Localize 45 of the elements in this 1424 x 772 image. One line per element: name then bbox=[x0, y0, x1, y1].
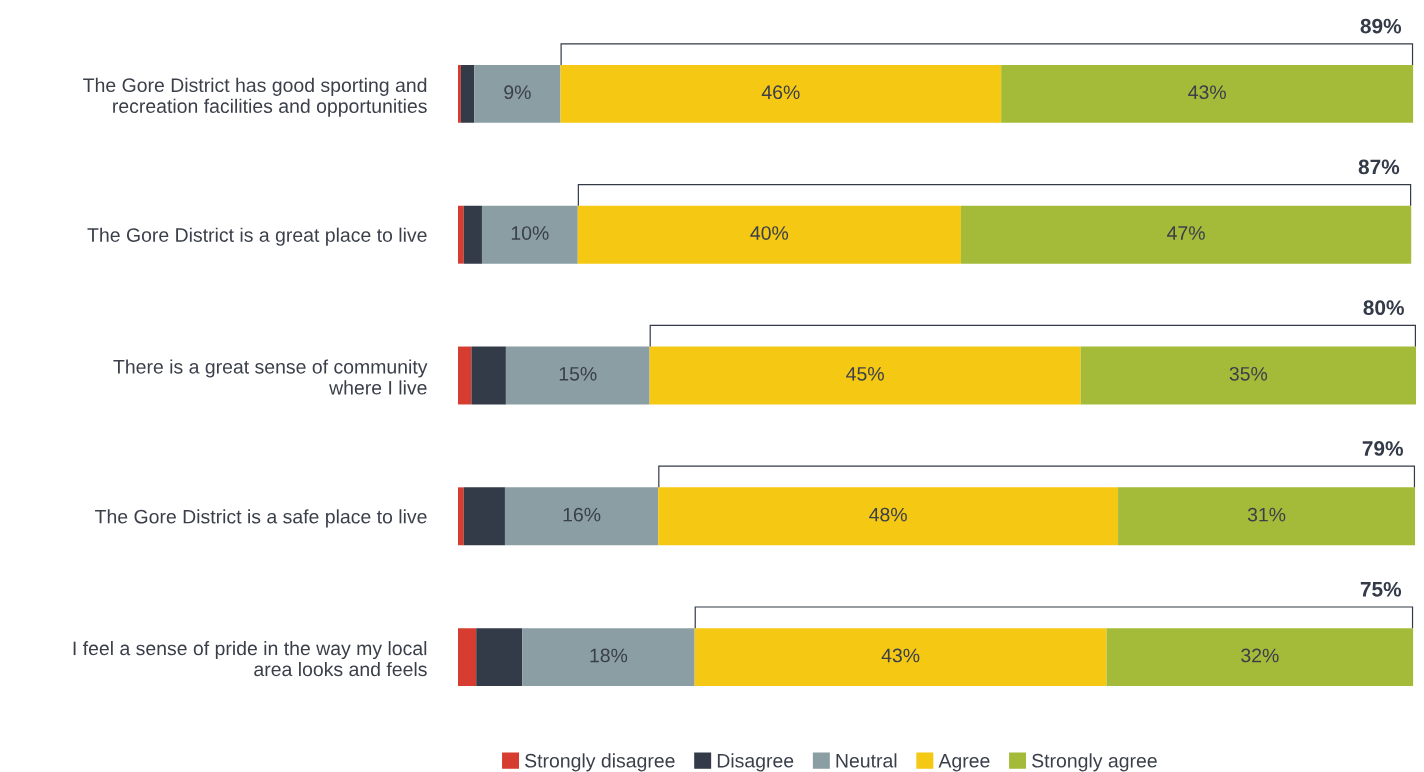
y-tick-label: I feel a sense of pride in the way my local area looks and feels bbox=[73, 640, 427, 677]
bar bbox=[471, 346, 506, 405]
data-label: 18% bbox=[590, 648, 628, 663]
bar bbox=[458, 487, 464, 546]
bar bbox=[504, 487, 659, 546]
bar bbox=[463, 205, 482, 264]
bar bbox=[458, 205, 464, 264]
bar bbox=[481, 205, 578, 264]
legend-label: Strongly disagree bbox=[525, 753, 675, 772]
bar bbox=[505, 346, 650, 405]
annotation: 87% bbox=[1358, 159, 1400, 175]
data-label: 45% bbox=[846, 367, 884, 381]
data-label: 40% bbox=[750, 226, 789, 240]
legend-label: Neutral bbox=[836, 753, 897, 768]
annotation: 89% bbox=[1360, 18, 1402, 34]
bar bbox=[458, 64, 461, 123]
data-label: 47% bbox=[1167, 226, 1205, 240]
legend-label: Strongly agree bbox=[1032, 753, 1157, 772]
bar bbox=[522, 628, 695, 687]
data-label: 31% bbox=[1247, 507, 1286, 522]
data-label: 35% bbox=[1229, 366, 1268, 381]
bar bbox=[460, 64, 475, 123]
bar bbox=[458, 346, 472, 405]
y-tick-label: There is a great sense of community where I live bbox=[113, 359, 428, 395]
bar bbox=[474, 64, 561, 123]
annotation: 75% bbox=[1360, 581, 1402, 597]
annotation: 79% bbox=[1362, 441, 1403, 456]
data-label: 48% bbox=[869, 507, 907, 522]
legend-label: Agree bbox=[938, 754, 990, 772]
bar bbox=[458, 628, 477, 687]
annotation: 80% bbox=[1363, 300, 1404, 316]
y-tick-label: The Gore District is a safe place to live bbox=[95, 509, 427, 528]
y-tick-label: The Gore District has good sporting and recreation facilities and opportunities bbox=[83, 77, 427, 117]
data-label: 15% bbox=[559, 367, 597, 381]
data-label: 16% bbox=[563, 507, 601, 522]
data-label: 43% bbox=[1188, 85, 1226, 100]
bar bbox=[463, 487, 505, 546]
data-label: 9% bbox=[504, 85, 531, 100]
data-label: 32% bbox=[1241, 648, 1279, 663]
data-label: 10% bbox=[511, 226, 549, 240]
data-label: 46% bbox=[761, 85, 800, 100]
legend-label: Disagree bbox=[717, 753, 794, 772]
y-tick-label: The Gore District is a great place to live bbox=[87, 227, 427, 246]
data-label: 43% bbox=[881, 648, 920, 663]
bar bbox=[476, 628, 523, 687]
